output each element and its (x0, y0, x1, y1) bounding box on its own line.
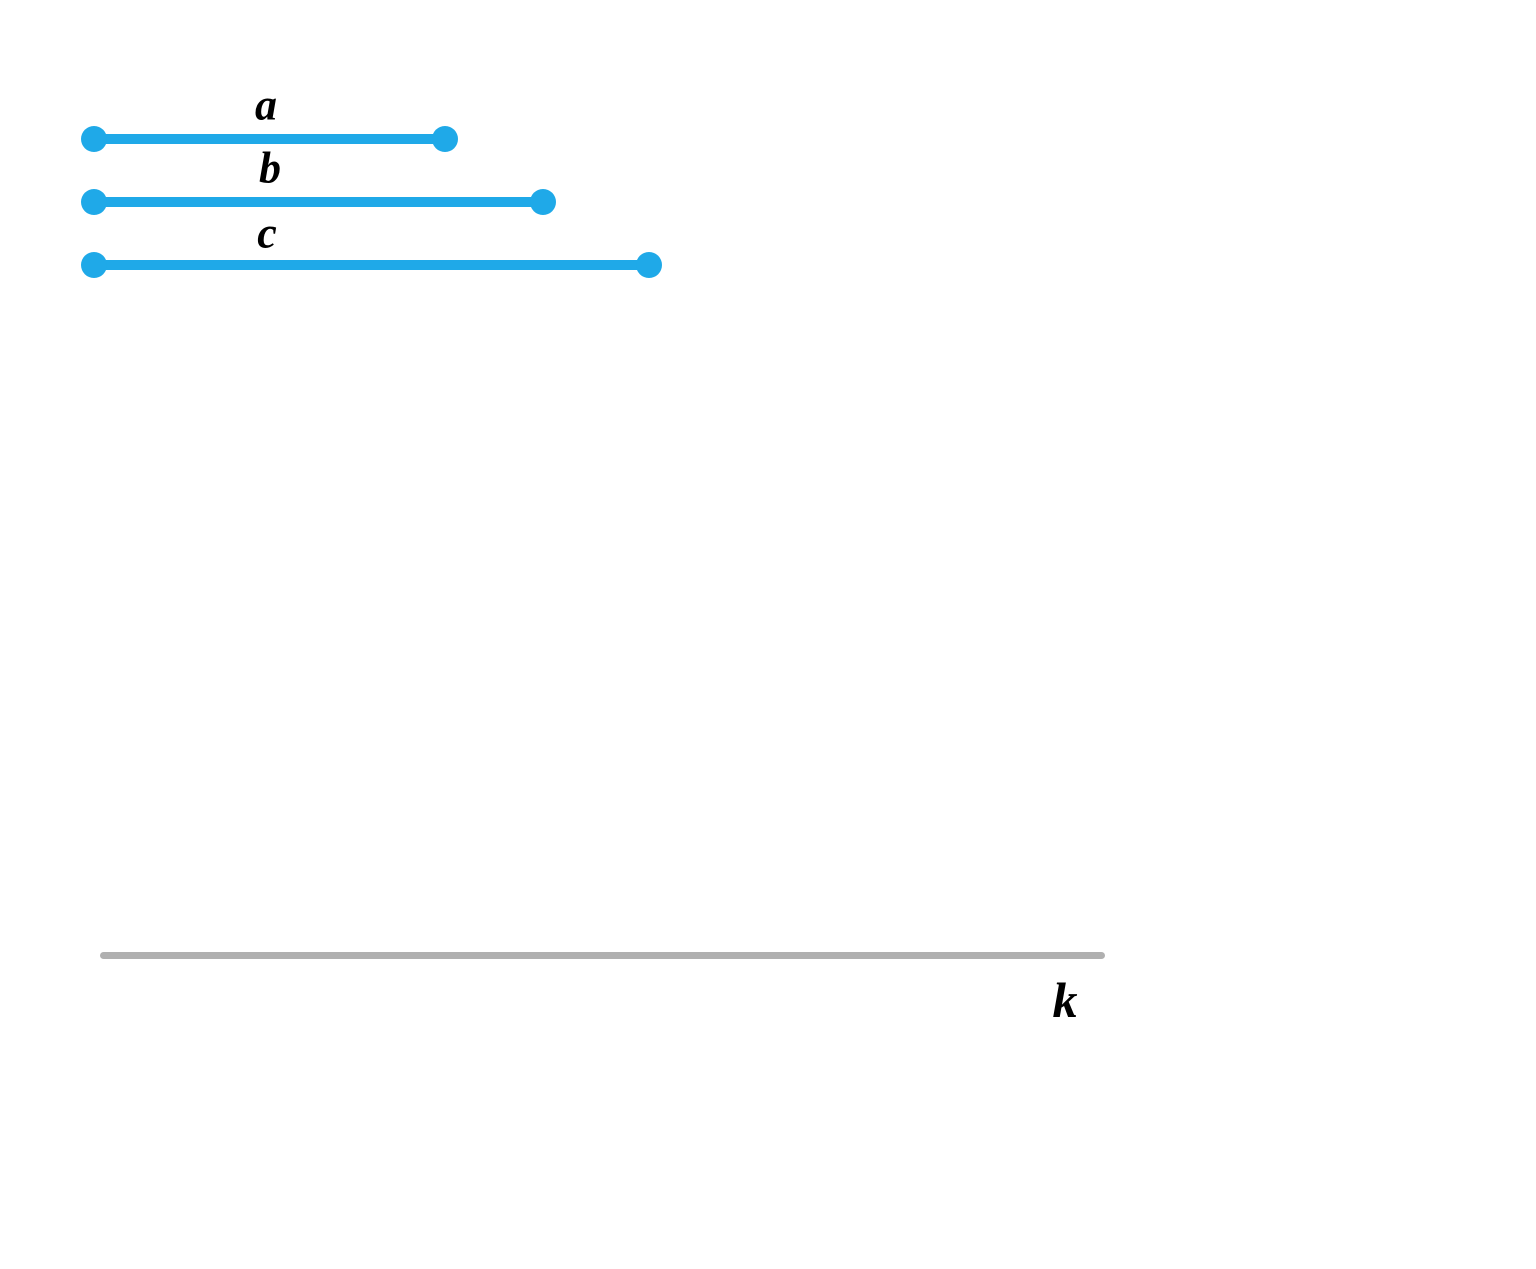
segment-c-endpoint-right (636, 252, 662, 278)
segment-b-label: b (259, 143, 281, 194)
segment-c-endpoint-left (81, 252, 107, 278)
segment-b-endpoint-left (81, 189, 107, 215)
segment-c-label: c (257, 208, 277, 259)
line-k-label: k (1053, 971, 1078, 1029)
segment-b (94, 197, 543, 207)
segment-b-endpoint-right (530, 189, 556, 215)
segment-c (94, 260, 649, 270)
line-k (100, 952, 1105, 959)
segment-a-label: a (255, 80, 277, 131)
segment-a-endpoint-left (81, 126, 107, 152)
diagram-canvas: a b c k (0, 0, 1536, 1269)
segment-a-endpoint-right (432, 126, 458, 152)
